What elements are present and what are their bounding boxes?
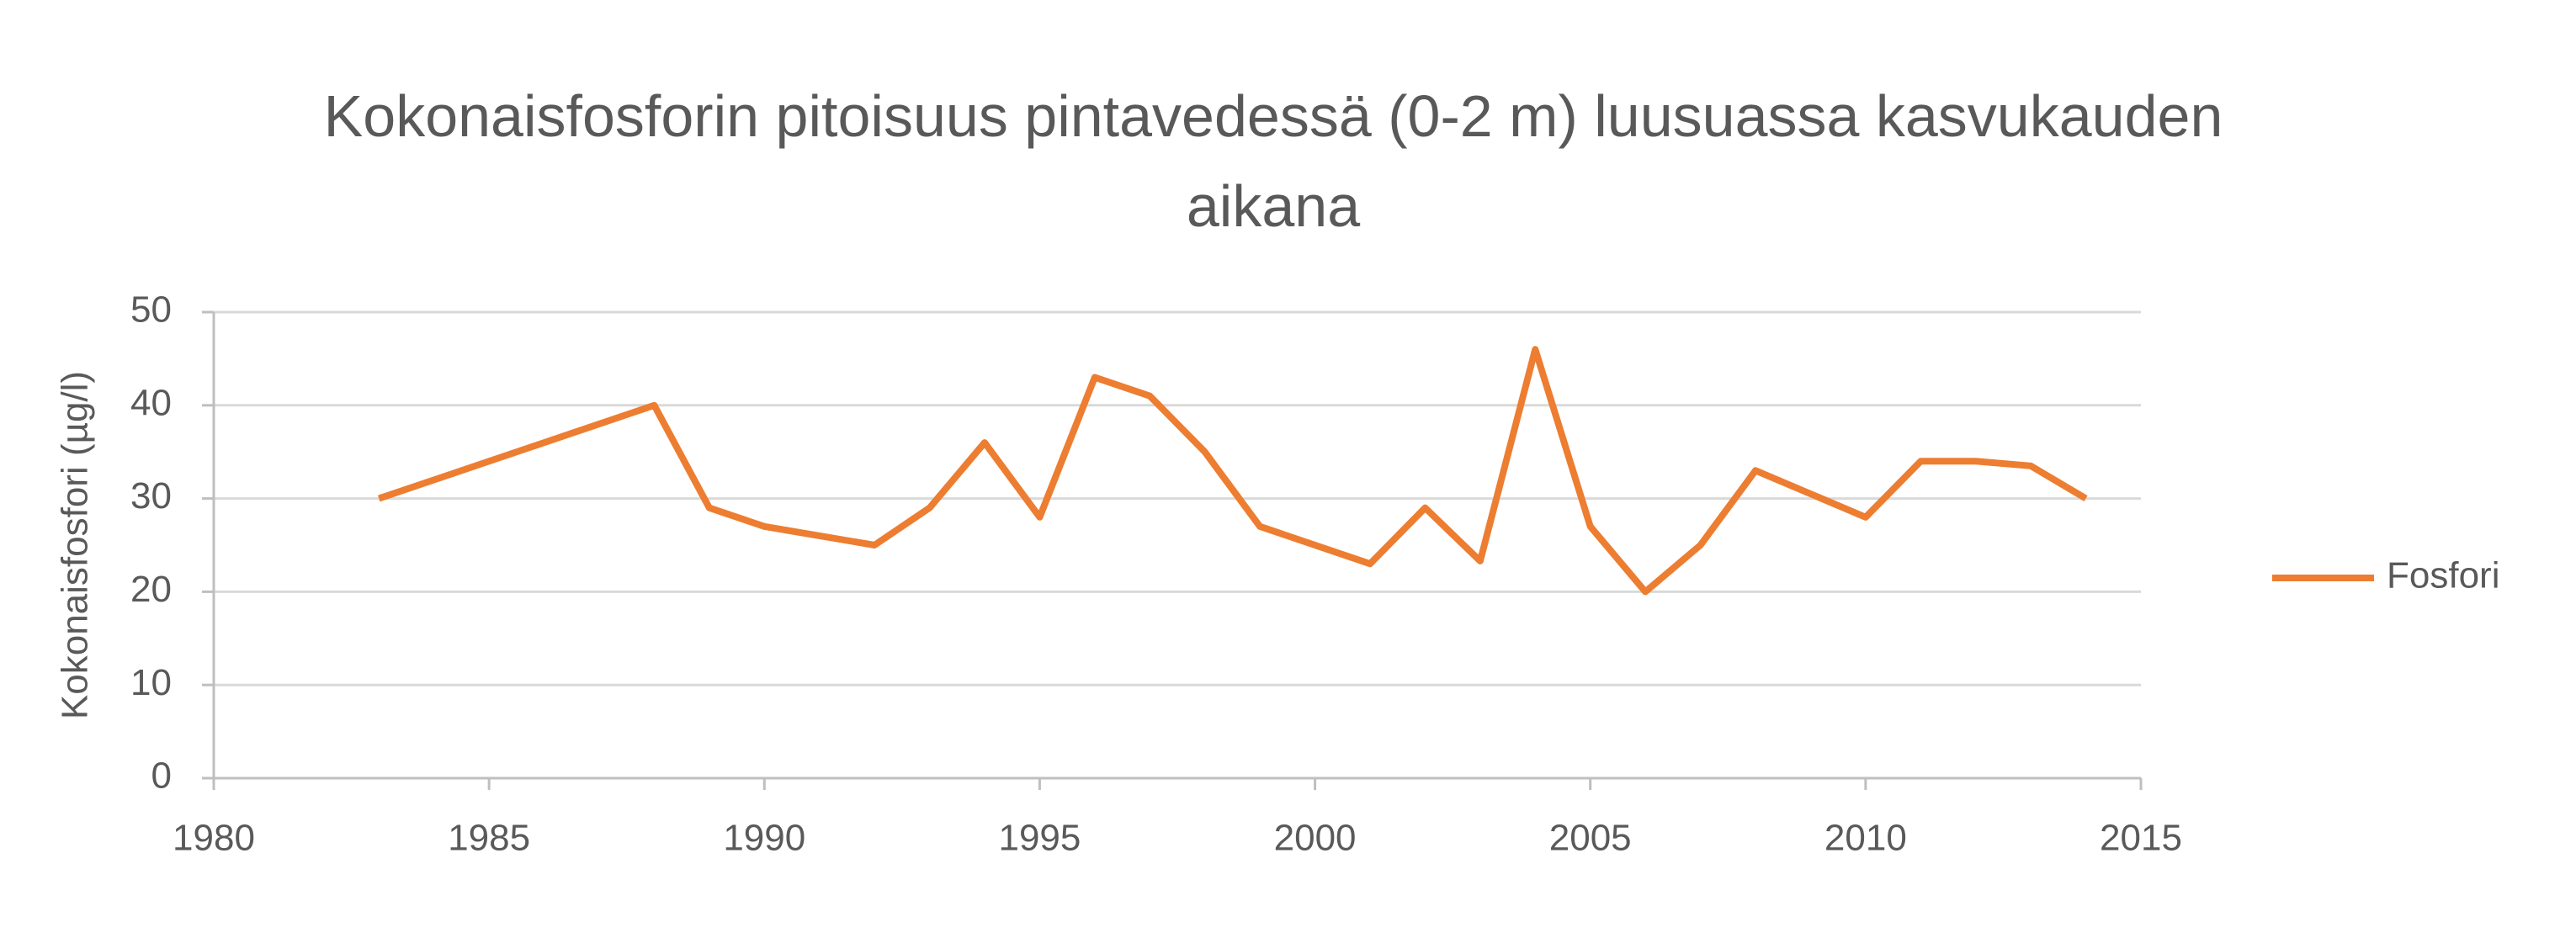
y-tick-label: 0 [151, 755, 172, 797]
y-tick-label: 30 [130, 475, 172, 517]
data-line [378, 346, 2088, 596]
y-tick-label: 50 [130, 289, 172, 331]
y-tick-label: 40 [130, 382, 172, 423]
x-tick-label: 1990 [723, 818, 805, 859]
x-tick-label: 1995 [998, 818, 1081, 859]
y-axis-label: Kokonaisfosfori (µg/l) [55, 371, 96, 719]
x-tick-label: 1985 [448, 818, 530, 859]
x-tick-label: 1980 [173, 818, 255, 859]
x-tick-label: 2010 [1824, 818, 1907, 859]
x-tick-label: 2000 [1274, 818, 1357, 859]
x-tick-label: 2015 [2100, 818, 2182, 859]
y-tick-label: 20 [130, 569, 172, 610]
y-tick-label: 10 [130, 662, 172, 703]
x-tick-label: 2005 [1549, 818, 1632, 859]
legend-label: Fosfori [2387, 555, 2499, 596]
chart-title: Kokonaisfosforin pitoisuus pintavedessä … [323, 83, 2223, 239]
